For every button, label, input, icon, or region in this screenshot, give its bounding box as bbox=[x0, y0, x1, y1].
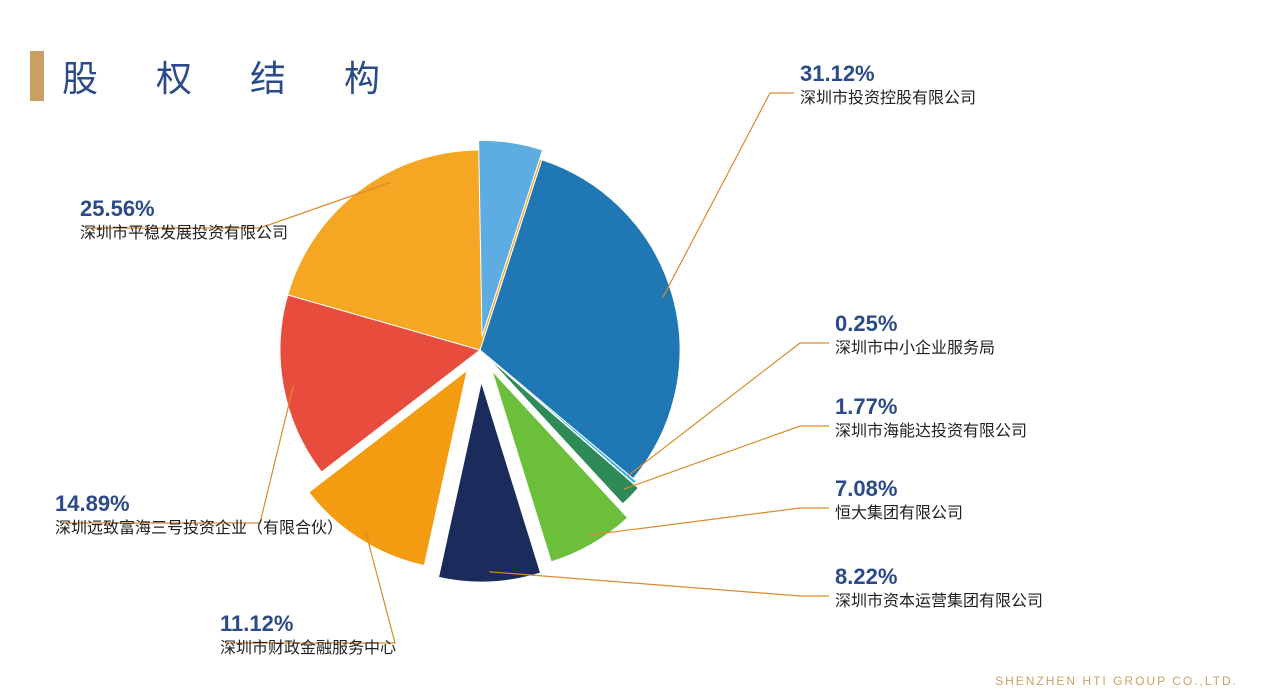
pie-label-name: 深圳市财政金融服务中心 bbox=[220, 639, 396, 660]
pie-label-pct: 11.12% bbox=[220, 610, 396, 639]
pie-label-name: 深圳市中小企业服务局 bbox=[835, 339, 995, 360]
pie-label: 0.25%深圳市中小企业服务局 bbox=[835, 310, 995, 359]
pie-label-pct: 8.22% bbox=[835, 563, 1043, 592]
pie-label-name: 深圳远致富海三号投资企业（有限合伙） bbox=[55, 519, 343, 540]
pie-chart bbox=[0, 0, 1268, 698]
pie-label-pct: 31.12% bbox=[800, 60, 976, 89]
pie-label-name: 深圳市海能达投资有限公司 bbox=[835, 422, 1027, 443]
pie-label: 14.89%深圳远致富海三号投资企业（有限合伙） bbox=[55, 490, 343, 539]
pie-label: 11.12%深圳市财政金融服务中心 bbox=[220, 610, 396, 659]
pie-label: 8.22%深圳市资本运营集团有限公司 bbox=[835, 563, 1043, 612]
footer-text: SHENZHEN HTI GROUP CO.,LTD. bbox=[995, 674, 1238, 688]
pie-label: 25.56%深圳市平稳发展投资有限公司 bbox=[80, 195, 288, 244]
pie-label-name: 深圳市投资控股有限公司 bbox=[800, 89, 976, 110]
pie-label-pct: 14.89% bbox=[55, 490, 343, 519]
pie-label-pct: 7.08% bbox=[835, 475, 963, 504]
pie-label-name: 恒大集团有限公司 bbox=[835, 504, 963, 525]
pie-label: 31.12%深圳市投资控股有限公司 bbox=[800, 60, 976, 109]
pie-label-name: 深圳市平稳发展投资有限公司 bbox=[80, 224, 288, 245]
pie-label: 1.77%深圳市海能达投资有限公司 bbox=[835, 393, 1027, 442]
pie-label-name: 深圳市资本运营集团有限公司 bbox=[835, 592, 1043, 613]
pie-label-pct: 25.56% bbox=[80, 195, 288, 224]
pie-label-pct: 1.77% bbox=[835, 393, 1027, 422]
pie-label-pct: 0.25% bbox=[835, 310, 995, 339]
pie-label: 7.08%恒大集团有限公司 bbox=[835, 475, 963, 524]
